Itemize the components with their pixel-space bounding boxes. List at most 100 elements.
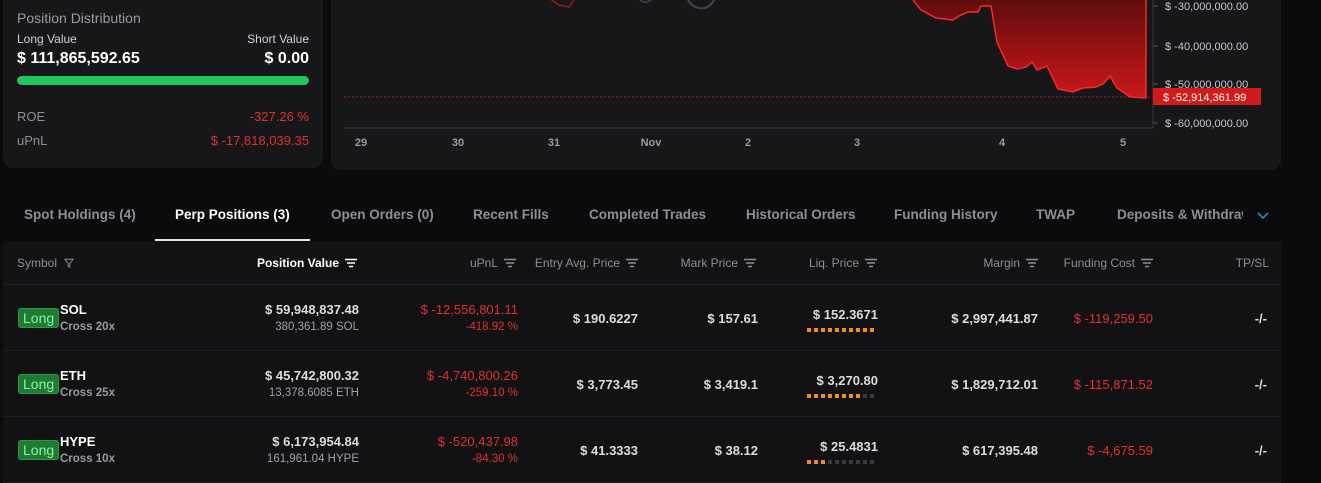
tab-completed-trades[interactable]: Completed Trades	[589, 207, 707, 222]
liq-price: $ 3,270.80	[816, 373, 878, 388]
long-share-fill	[17, 76, 309, 85]
sort-icon[interactable]	[744, 258, 756, 268]
y-tick-label: $ -30,000,000.00	[1165, 1, 1248, 13]
header-mark-price[interactable]: Mark Price	[681, 256, 756, 270]
sort-icon[interactable]	[345, 258, 357, 268]
entry-price: $ 41.3333	[580, 443, 638, 458]
upnl-percent: -259.10 %	[465, 387, 518, 399]
tpsl[interactable]: -/-	[1254, 443, 1267, 458]
tab-twap[interactable]: TWAP	[1036, 207, 1075, 222]
risk-segment	[821, 460, 825, 464]
header-upnl[interactable]: uPnL	[470, 256, 516, 270]
risk-segment	[807, 394, 811, 398]
chart-watermark-arc	[639, 0, 652, 3]
position-size: 380,361.89 SOL	[275, 321, 359, 333]
tab-spot-holdings[interactable]: Spot Holdings (4)	[24, 207, 136, 222]
position-distribution-card: Position Distribution Long Value Short V…	[3, 0, 323, 168]
side-badge: Long	[18, 374, 60, 394]
funding-cost: $ -115,871.52	[1073, 377, 1153, 392]
x-tick-label: 30	[452, 137, 464, 149]
x-tick-label: 4	[999, 137, 1006, 149]
liq-risk-meter	[807, 460, 874, 464]
tab-funding-history[interactable]: Funding History	[894, 207, 998, 222]
short-value: $ 0.00	[264, 50, 309, 67]
header-margin[interactable]: Margin	[983, 256, 1038, 270]
table-row[interactable]: Long ETH Cross 25x $ 45,742,800.32 13,37…	[3, 351, 1281, 417]
sort-icon[interactable]	[1141, 258, 1153, 268]
chart-line	[912, 0, 1147, 99]
risk-segment	[807, 460, 811, 464]
position-distribution-title: Position Distribution	[17, 10, 141, 26]
risk-segment	[842, 394, 846, 398]
position-size: 13,378.6085 ETH	[268, 387, 359, 399]
leverage: Cross 25x	[60, 387, 115, 399]
tab-open-orders[interactable]: Open Orders (0)	[331, 207, 434, 222]
tab-clip: Deposits & Withdrawals	[1117, 188, 1243, 241]
risk-segment	[828, 328, 832, 332]
short-value-label: Short Value	[247, 32, 309, 46]
tab-historical-orders[interactable]: Historical Orders	[746, 207, 856, 222]
sort-icon[interactable]	[626, 258, 638, 268]
risk-segment	[842, 328, 846, 332]
table-row[interactable]: Long HYPE Cross 10x $ 6,173,954.84 161,9…	[3, 417, 1281, 483]
current-value-label: $ -52,914,361.99	[1163, 92, 1246, 104]
tab-deposits-withdrawals[interactable]: Deposits & Withdrawals	[1117, 207, 1243, 222]
positions-table: Symbol Position Value uPnL Entry Avg. Pr…	[3, 241, 1281, 483]
liq-price: $ 25.4831	[820, 439, 878, 454]
x-tick-label: 29	[355, 137, 367, 149]
mark-price: $ 157.61	[707, 311, 758, 326]
sort-icon[interactable]	[1026, 258, 1038, 268]
filter-icon[interactable]	[63, 258, 75, 268]
pnl-chart[interactable]: $ -30,000,000.00 $ -40,000,000.00 $ -50,…	[331, 0, 1281, 170]
header-funding-cost[interactable]: Funding Cost	[1064, 256, 1153, 270]
table-row[interactable]: Long SOL Cross 20x $ 59,948,837.48 380,3…	[3, 285, 1281, 351]
header-position-value[interactable]: Position Value	[257, 256, 357, 270]
position-value: $ 6,173,954.84	[272, 434, 359, 449]
risk-segment	[870, 394, 874, 398]
sort-icon[interactable]	[865, 258, 877, 268]
position-size: 161,961.04 HYPE	[266, 453, 359, 465]
upnl-label: uPnL	[17, 133, 48, 148]
symbol[interactable]: HYPE	[60, 434, 96, 449]
margin: $ 2,997,441.87	[951, 311, 1038, 326]
y-tick-label: $ -40,000,000.00	[1165, 41, 1248, 53]
tpsl[interactable]: -/-	[1254, 311, 1267, 326]
header-symbol[interactable]: Symbol	[17, 256, 75, 270]
header-liq-price[interactable]: Liq. Price	[809, 256, 877, 270]
tab-perp-positions[interactable]: Perp Positions (3)	[155, 188, 310, 241]
risk-segment	[870, 460, 874, 464]
header-tpsl: TP/SL	[1236, 256, 1269, 270]
symbol[interactable]: SOL	[60, 302, 87, 317]
pnl-chart-card: $ -30,000,000.00 $ -40,000,000.00 $ -50,…	[331, 0, 1281, 170]
header-entry-price[interactable]: Entry Avg. Price	[535, 256, 638, 270]
chart-watermark-arc	[687, 0, 715, 10]
positions-tabs: Spot Holdings (4) Perp Positions (3) Ope…	[0, 188, 1281, 241]
x-tick-label: 2	[745, 137, 751, 149]
liq-price: $ 152.3671	[812, 307, 878, 322]
risk-segment	[814, 460, 818, 464]
upnl-value: $ -17,818,039.35	[210, 133, 309, 148]
tab-recent-fills[interactable]: Recent Fills	[473, 207, 549, 222]
upnl: $ -4,740,800.26	[426, 368, 518, 383]
roe-label: ROE	[17, 109, 46, 124]
header-tpsl-label: TP/SL	[1235, 256, 1269, 270]
chevron-down-icon[interactable]	[1256, 208, 1270, 222]
entry-price: $ 190.6227	[572, 311, 638, 326]
leverage: Cross 20x	[60, 321, 115, 333]
side-badge: Long	[18, 440, 60, 460]
header-entry-label: Entry Avg. Price	[534, 256, 620, 270]
risk-segment	[807, 328, 811, 332]
risk-segment	[821, 394, 825, 398]
risk-segment	[835, 460, 839, 464]
tpsl[interactable]: -/-	[1254, 377, 1267, 392]
header-symbol-label: Symbol	[17, 256, 58, 270]
risk-segment	[828, 460, 832, 464]
symbol[interactable]: ETH	[60, 368, 86, 383]
liq-risk-meter	[807, 328, 874, 332]
distribution-bar	[17, 76, 309, 85]
risk-segment	[814, 394, 818, 398]
risk-segment	[835, 328, 839, 332]
sort-icon[interactable]	[504, 258, 516, 268]
leverage: Cross 10x	[60, 453, 115, 465]
upnl-percent: -418.92 %	[465, 321, 518, 333]
